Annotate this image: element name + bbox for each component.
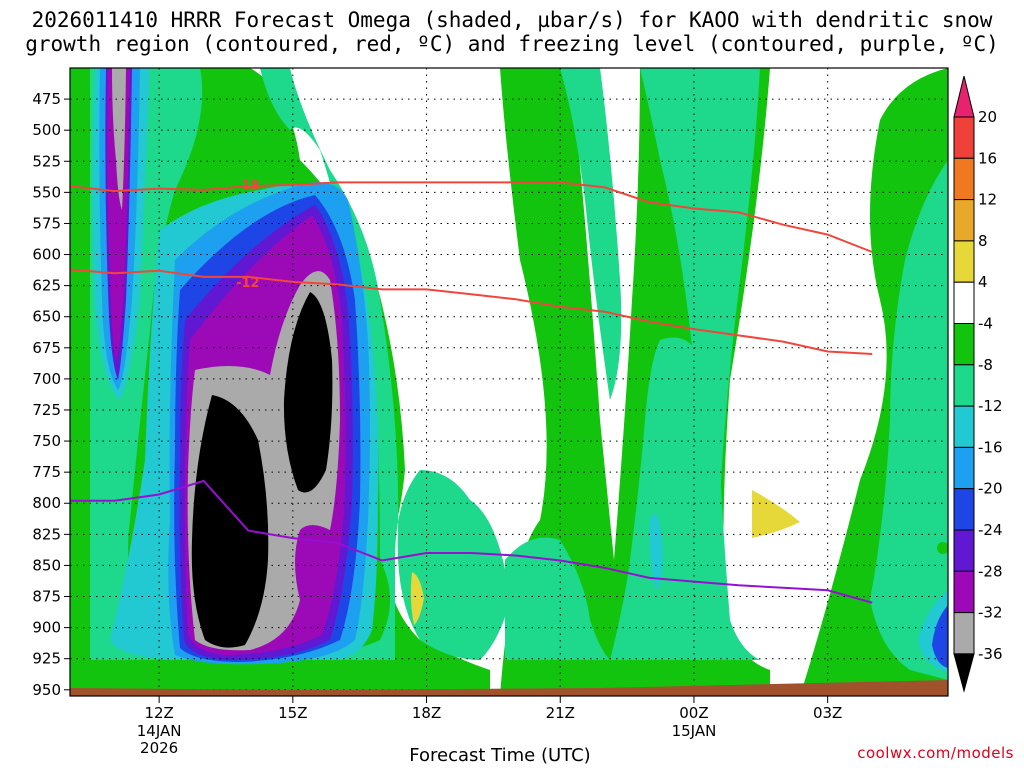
x-tick-label: 18Z <box>412 704 441 722</box>
colorbar-swatch <box>953 116 975 159</box>
dgz-contour-line <box>70 181 873 253</box>
chart-title: 2026011410 HRRR Forecast Omega (shaded, … <box>0 8 1024 56</box>
chart-title-line-2: growth region (contoured, red, ºC) and f… <box>25 32 999 56</box>
x-tick-date: 15JAN <box>672 722 717 740</box>
colorbar-swatch <box>953 653 975 693</box>
y-tick-label: 700 <box>32 370 61 388</box>
x-tick-label: 21Z <box>546 704 575 722</box>
colorbar-swatch <box>953 405 975 448</box>
contours-layer: -18 -12 <box>70 179 873 604</box>
colorbar-label: 8 <box>978 232 988 250</box>
colorbar-swatch <box>953 281 975 325</box>
plot-area: -18 -12 <box>69 67 949 697</box>
x-tick-label: 12Z <box>144 704 173 722</box>
colorbar-label: -20 <box>978 480 1003 498</box>
chart-title-line-1: 2026011410 HRRR Forecast Omega (shaded, … <box>31 8 993 32</box>
x-tick-label: 15Z <box>278 704 307 722</box>
omega-region-grey-west <box>112 68 126 210</box>
y-tick-label: 725 <box>32 401 61 419</box>
omega-region-teal-mid <box>505 337 760 660</box>
colorbar-label: -32 <box>978 604 1003 622</box>
x-tick-label: 03Z <box>813 704 842 722</box>
omega-shading <box>70 68 948 696</box>
y-tick-label: 875 <box>32 588 61 606</box>
colorbar-swatch <box>953 488 975 531</box>
omega-region-darkblue-east <box>932 605 948 668</box>
colorbar-label: -8 <box>978 356 993 374</box>
x-tick-date: 14JAN <box>137 722 182 740</box>
colorbar-label: -28 <box>978 562 1003 580</box>
y-tick-label: 650 <box>32 308 61 326</box>
colorbar-swatch <box>953 199 975 242</box>
colorbar-swatch <box>953 612 975 655</box>
colorbar-label: -36 <box>978 645 1003 663</box>
colorbar-swatch <box>953 364 975 407</box>
y-tick-label: 500 <box>32 121 61 139</box>
omega-region-black-lower <box>191 395 269 648</box>
freezing-level-line <box>70 479 873 604</box>
y-tick-label: 750 <box>32 432 61 450</box>
terrain-ground <box>70 680 948 696</box>
y-tick-label: 525 <box>32 152 61 170</box>
colorbar: 20 16 12 8 4 -4 -8 -12 -16 -20 -24 -28 -32 -36 <box>953 75 1003 693</box>
y-tick-label: 850 <box>32 556 61 574</box>
colorbar-label: 16 <box>978 149 997 167</box>
omega-region-teal-far-east <box>870 160 948 680</box>
dgz-contour-label: -12 <box>236 276 260 291</box>
colorbar-swatch <box>953 570 975 614</box>
y-tick-label: 675 <box>32 339 61 357</box>
omega-region-teal-east <box>640 68 760 500</box>
y-tick-label: 475 <box>32 90 61 108</box>
colorbar-label: -12 <box>978 397 1003 415</box>
colorbar-label: -4 <box>978 315 993 333</box>
y-tick-label: 950 <box>32 681 61 699</box>
colorbar-swatch <box>953 529 975 572</box>
x-tick-year: 2026 <box>140 739 178 757</box>
watermark-url[interactable]: coolwx.com/models <box>857 744 1014 762</box>
colorbar-swatch <box>953 446 975 490</box>
y-axis: 475 500 525 550 575 600 625 650 675 700 725 750 775 8… <box>32 90 70 699</box>
omega-region-teal-upper <box>500 68 622 400</box>
omega-region-green-dot <box>937 542 948 554</box>
y-tick-label: 625 <box>32 277 61 295</box>
colorbar-label: 12 <box>978 191 997 209</box>
y-tick-label: 550 <box>32 183 61 201</box>
y-tick-label: 775 <box>32 463 61 481</box>
colorbar-label: 4 <box>978 273 988 291</box>
y-tick-label: 900 <box>32 619 61 637</box>
x-tick-label: 00Z <box>679 704 708 722</box>
omega-region-yellow-18z <box>410 572 424 625</box>
colorbar-label: 20 <box>978 108 997 126</box>
colorbar-swatch <box>953 240 975 283</box>
omega-region-yellow-00z <box>752 490 800 538</box>
plot-frame <box>69 67 949 697</box>
colorbar-label: -24 <box>978 521 1003 539</box>
plot-grid <box>70 68 948 696</box>
colorbar-swatch <box>953 323 975 366</box>
y-tick-label: 825 <box>32 525 61 543</box>
x-axis-label: Forecast Time (UTC) <box>409 745 591 766</box>
y-tick-label: 925 <box>32 650 61 668</box>
omega-region-cyan-spot <box>649 513 663 590</box>
dgz-contour-line <box>70 268 873 355</box>
y-tick-label: 600 <box>32 246 61 264</box>
omega-region-teal-west <box>90 68 510 660</box>
omega-region-black-upper <box>283 292 333 493</box>
y-tick-label: 800 <box>32 494 61 512</box>
colorbar-label: -16 <box>978 438 1003 456</box>
dgz-contour-label: -18 <box>236 179 260 194</box>
colorbar-swatch <box>953 75 975 118</box>
y-tick-label: 575 <box>32 214 61 232</box>
colorbar-swatch <box>953 157 975 201</box>
